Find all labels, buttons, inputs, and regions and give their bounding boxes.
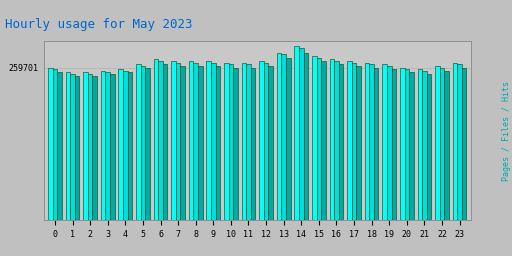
Bar xyxy=(228,64,233,220)
Bar xyxy=(294,46,299,220)
Bar xyxy=(268,66,273,220)
Bar xyxy=(145,68,150,220)
Bar xyxy=(422,71,426,220)
Bar xyxy=(259,61,264,220)
Bar xyxy=(330,59,334,220)
Bar xyxy=(53,69,57,220)
Bar xyxy=(369,64,374,220)
Bar xyxy=(154,59,158,220)
Bar xyxy=(70,74,75,220)
Bar xyxy=(93,76,97,220)
Bar xyxy=(251,68,255,220)
Bar xyxy=(206,61,211,220)
Bar xyxy=(282,54,286,220)
Bar xyxy=(57,72,62,220)
Bar xyxy=(286,58,290,220)
Bar xyxy=(224,62,228,220)
Bar xyxy=(189,61,194,220)
Bar xyxy=(211,62,216,220)
Bar xyxy=(382,64,387,220)
Bar xyxy=(418,69,422,220)
Bar xyxy=(392,69,396,220)
Bar xyxy=(216,66,220,220)
Bar xyxy=(277,52,282,220)
Bar xyxy=(374,68,378,220)
Bar xyxy=(444,71,449,220)
Bar xyxy=(176,62,180,220)
Bar xyxy=(233,68,238,220)
Bar xyxy=(409,72,414,220)
Bar xyxy=(123,71,127,220)
Bar xyxy=(352,62,356,220)
Bar xyxy=(457,64,462,220)
Bar xyxy=(88,74,93,220)
Bar xyxy=(347,61,352,220)
Bar xyxy=(365,62,369,220)
Bar xyxy=(127,72,132,220)
Bar xyxy=(462,68,466,220)
Bar xyxy=(334,61,339,220)
Bar xyxy=(426,74,431,220)
Bar xyxy=(316,58,321,220)
Bar xyxy=(163,64,167,220)
Bar xyxy=(48,68,53,220)
Bar xyxy=(136,64,141,220)
Bar xyxy=(198,66,203,220)
Bar xyxy=(264,62,268,220)
Bar xyxy=(312,56,316,220)
Bar xyxy=(110,74,115,220)
Bar xyxy=(435,66,440,220)
Bar xyxy=(246,64,251,220)
Bar xyxy=(404,69,409,220)
Bar xyxy=(75,76,79,220)
Bar xyxy=(118,69,123,220)
Bar xyxy=(304,52,308,220)
Bar xyxy=(356,66,361,220)
Bar xyxy=(105,72,110,220)
Text: Hourly usage for May 2023: Hourly usage for May 2023 xyxy=(5,18,193,31)
Bar xyxy=(440,68,444,220)
Bar xyxy=(101,71,105,220)
Bar xyxy=(453,62,457,220)
Bar xyxy=(242,62,246,220)
Bar xyxy=(299,48,304,220)
Bar xyxy=(141,66,145,220)
Bar xyxy=(400,68,404,220)
Bar xyxy=(171,61,176,220)
Bar xyxy=(387,66,392,220)
Bar xyxy=(180,66,185,220)
Bar xyxy=(321,61,326,220)
Bar xyxy=(339,64,344,220)
Bar xyxy=(158,61,163,220)
Bar xyxy=(83,72,88,220)
Text: Pages / Files / Hits: Pages / Files / Hits xyxy=(502,81,511,180)
Bar xyxy=(194,62,198,220)
Bar xyxy=(66,72,70,220)
